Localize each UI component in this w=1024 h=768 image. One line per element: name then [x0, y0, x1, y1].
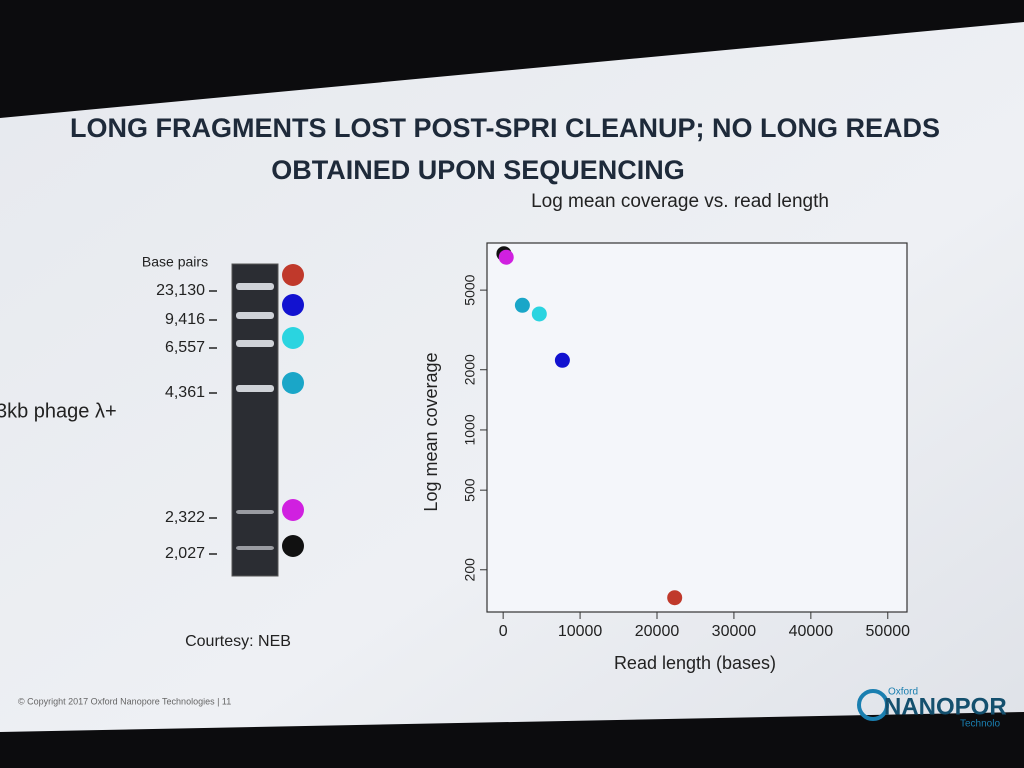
gel-lane [231, 263, 279, 577]
x-tick-label: 20000 [635, 623, 680, 640]
y-tick-label: 1000 [462, 414, 478, 445]
courtesy: Courtesy: NEB [185, 633, 291, 650]
y-axis-label: Log mean coverage [421, 352, 441, 511]
fragment-dot [282, 327, 304, 349]
side-label: 3kb phage λ+ [0, 400, 117, 422]
point [531, 306, 547, 322]
plot-frame [486, 242, 908, 613]
chart-title: Log mean coverage vs. read length [531, 191, 829, 212]
gel-band [236, 340, 274, 347]
x-tick-label: 30000 [712, 623, 757, 640]
band-label: 6,557 [165, 339, 205, 356]
footer: © Copyright 2017 Oxford Nanopore Technol… [18, 696, 231, 706]
gel-band [236, 283, 274, 290]
y-tick-label: 2000 [462, 354, 478, 385]
band-label: 4,361 [165, 384, 205, 401]
gel-band [236, 510, 274, 514]
fragment-dot [282, 264, 304, 286]
point [498, 249, 514, 265]
band-label: 2,322 [165, 509, 205, 526]
point [514, 297, 530, 313]
logo-top: Oxford [888, 687, 918, 698]
band-label: 2,027 [165, 545, 205, 562]
logo-bottom: Technolo [960, 719, 1000, 730]
fragment-dot [282, 499, 304, 521]
x-axis-label: Read length (bases) [614, 653, 776, 673]
slide-title: OBTAINED UPON SEQUENCING [271, 155, 685, 185]
fragment-dot [282, 372, 304, 394]
x-tick-label: 10000 [558, 623, 603, 640]
gel-band [236, 385, 274, 392]
x-tick-label: 40000 [789, 623, 834, 640]
gel-band [236, 312, 274, 319]
fragment-dot [282, 535, 304, 557]
band-label: 23,130 [156, 282, 205, 299]
y-tick-label: 5000 [462, 274, 478, 305]
y-tick-label: 500 [462, 478, 478, 502]
point [667, 590, 683, 606]
logo-icon [857, 689, 889, 721]
x-tick-label: 0 [499, 623, 508, 640]
band-label: 9,416 [165, 311, 205, 328]
gel-band [236, 546, 274, 550]
gel-title: Base pairs [142, 254, 208, 270]
x-tick-label: 50000 [866, 623, 911, 640]
point [554, 352, 570, 368]
y-tick-label: 200 [462, 558, 478, 582]
fragment-dot [282, 294, 304, 316]
slide-title: LONG FRAGMENTS LOST POST-SPRI CLEANUP; N… [70, 113, 940, 143]
logo-main: NANOPOR [884, 693, 1007, 720]
